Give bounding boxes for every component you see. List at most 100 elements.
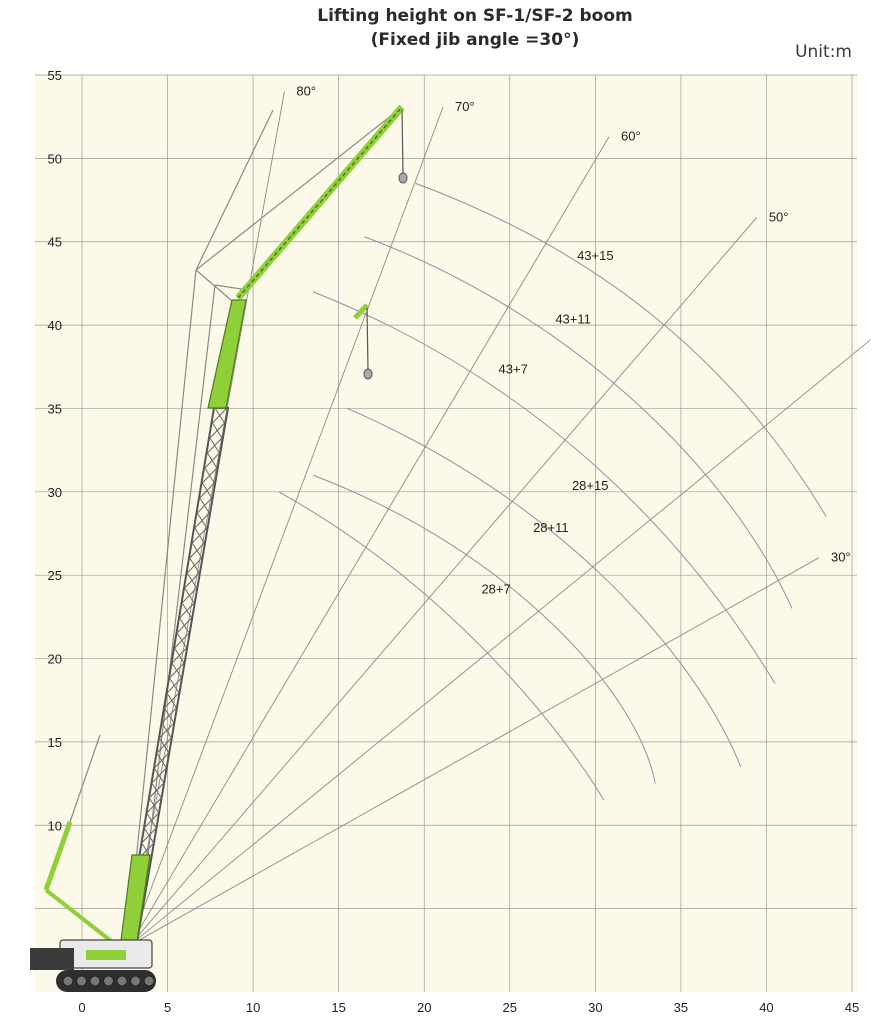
y-tick-label: 50 [48,151,62,166]
hook-block-2 [363,368,373,380]
y-tick-label: 45 [48,235,62,250]
lattice-brace [166,692,177,709]
chart-title-line2: (Fixed jib angle =30°) [370,30,580,50]
track-wheel [89,975,101,987]
radius-arc [364,236,793,609]
lattice-brace [176,632,187,649]
radius-arc [312,474,656,784]
lattice-brace [143,827,155,844]
radius-arc [312,291,776,684]
hoist-line [195,269,239,307]
arc-label: 43+15 [577,248,614,263]
angle-label: 50° [769,209,789,224]
radius-arc [278,491,605,801]
lattice-brace [158,737,170,754]
x-tick-label: 45 [845,1000,859,1015]
lattice-brace [169,677,180,694]
lattice-brace [196,512,208,529]
angle-label: 60° [621,129,641,144]
axis-labels: 0 5 10 15 20 25 30 35 40 45 10 15 20 25 30 35 40 45 50 55 [48,68,860,1015]
y-tick-label: 35 [48,401,62,416]
lattice-brace [161,722,172,739]
angle-labels: 80°70°60°50°40°30° [296,84,851,565]
jib [235,104,405,301]
angle-line [129,91,285,946]
lattice-brace [174,647,185,664]
hook-block [398,172,408,184]
lattice-brace [146,812,157,829]
lattice-brace [151,782,162,799]
y-tick-label: 25 [48,568,62,583]
y-tick-label: 10 [48,818,62,833]
track-wheels [62,975,155,987]
angle-line [129,339,871,946]
lattice-brace [214,407,225,424]
lattice-brace [194,527,205,544]
lattice-brace [179,617,190,634]
lattice-brace [164,707,175,724]
jib-mast-line [195,106,403,271]
backstay-line [137,284,216,941]
arc-label: 28+15 [572,478,609,493]
chart-title-line1: Lifting height on SF-1/SF-2 boom [317,6,633,26]
angle-label: 30° [831,550,851,565]
plot-background [35,75,857,992]
lattice-brace [184,587,195,604]
y-tick-label: 30 [48,485,62,500]
track-wheel [103,975,114,987]
crane-logo-panel [86,950,126,960]
lattice-brace [209,437,220,454]
lattice-brace [191,542,203,559]
angle-line [129,136,610,946]
unit-label: Unit:m [795,42,852,62]
superlift-stay [69,734,101,823]
radius-arc [347,407,742,768]
radius-arcs [278,182,827,801]
arc-label: 43+11 [555,311,591,326]
arc-label: 43+7 [499,361,528,376]
angle-line [129,557,820,946]
lattice-brace [181,602,193,619]
hook-rope [401,109,404,175]
crane-illustration [30,104,408,992]
grid-lines [35,74,857,992]
x-tick-label: 10 [246,1000,260,1015]
y-tick-label: 55 [48,68,62,83]
hook-rope-2 [366,307,369,371]
x-tick-label: 20 [417,1000,431,1015]
x-tick-label: 40 [759,1000,773,1015]
track-wheel [62,975,74,987]
angle-label: 70° [455,99,475,114]
x-tick-label: 30 [588,1000,602,1015]
counterweight [30,948,74,970]
lattice-brace [201,482,213,499]
lattice-brace [156,752,167,769]
lattice-brace [212,422,223,439]
lattice-brace [171,662,182,679]
arc-labels: 43+15 43+11 43+7 28+15 28+11 28+7 [481,248,613,596]
short-jib [353,303,369,320]
track-wheel [116,975,128,987]
angle-line [129,217,758,946]
lattice-brace [186,572,198,589]
lattice-brace [204,467,215,484]
y-tick-label: 15 [48,735,62,750]
lattice-brace [189,557,200,574]
angle-line [129,106,444,946]
arc-label: 28+11 [533,520,569,535]
superlift-stay [44,888,122,950]
angle-label: 80° [296,84,316,99]
lattice-brace [148,797,160,814]
x-tick-label: 15 [331,1000,345,1015]
boom-top-section [207,299,247,409]
lattice-brace [153,767,165,784]
x-tick-label: 0 [78,1000,85,1015]
backstay-line [127,269,197,941]
y-tick-label: 20 [48,652,62,667]
y-tick-label: 40 [48,318,62,333]
jib-mast-line [195,109,274,271]
x-tick-label: 35 [674,1000,688,1015]
lattice-brace [206,452,218,469]
track-wheel [76,975,87,987]
lattice-brace [199,497,210,514]
